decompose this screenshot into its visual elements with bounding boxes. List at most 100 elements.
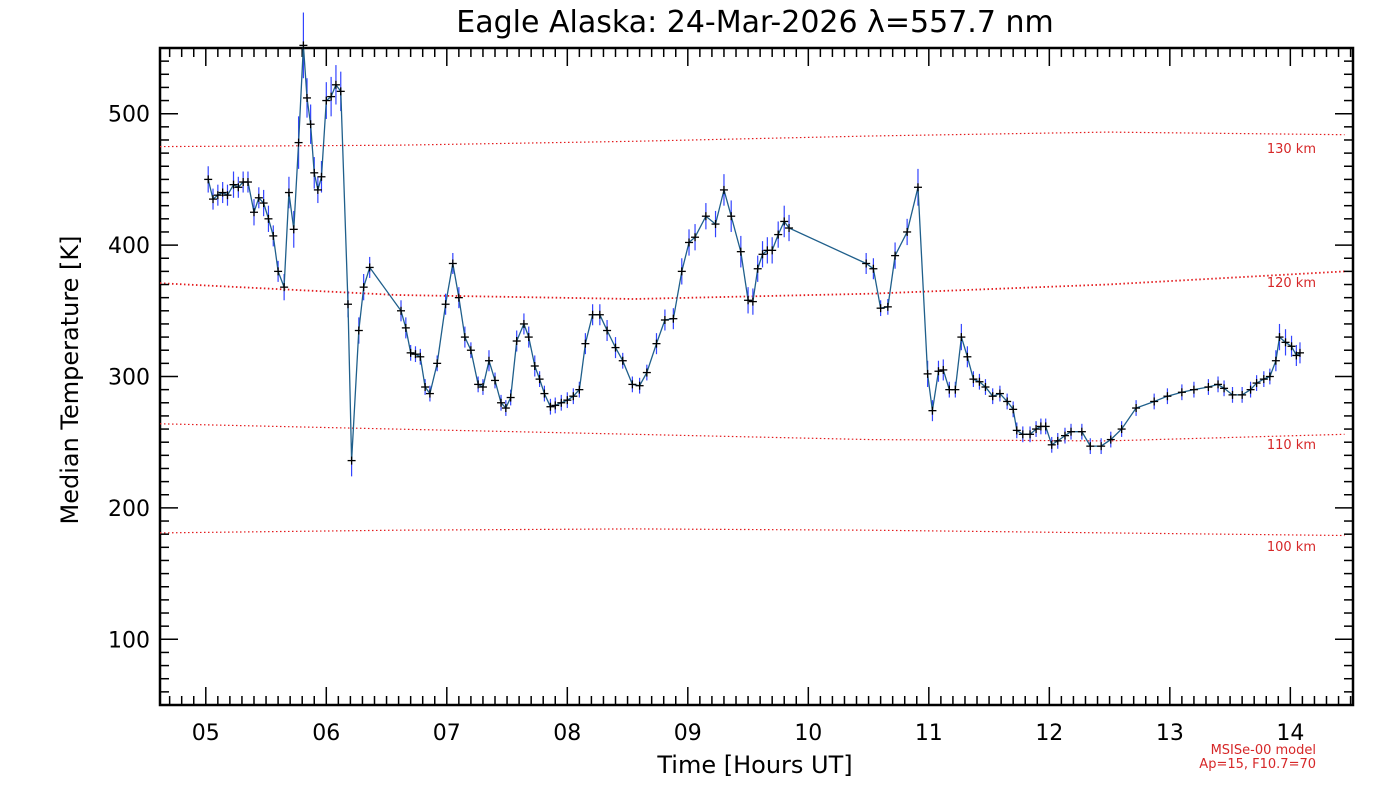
data-point [595, 310, 604, 319]
data-point [354, 326, 363, 335]
data-point [491, 376, 500, 385]
data-point [209, 195, 218, 204]
data-point [243, 178, 252, 187]
data-point [331, 80, 340, 89]
data-point [551, 401, 560, 410]
chart-title: Eagle Alaska: 24-Mar-2026 λ=557.7 nm [456, 5, 1053, 40]
y-axis-label: Median Temperature [K] [56, 235, 84, 524]
data-point [1220, 384, 1229, 393]
reference-line-110km [159, 423, 1345, 442]
data-point [317, 172, 326, 181]
data-point [411, 350, 420, 359]
data-point [691, 233, 700, 242]
reference-line-100km [159, 528, 1345, 537]
data-point [891, 251, 900, 260]
data-point [310, 168, 319, 177]
data-point [535, 375, 544, 384]
data-point [1077, 427, 1086, 436]
data-point [416, 352, 425, 361]
x-tick-label: 14 [1276, 721, 1304, 746]
data-point [1259, 375, 1268, 384]
data-point [540, 389, 549, 398]
data-point [988, 392, 997, 401]
data-point [635, 381, 644, 390]
data-point [758, 250, 767, 259]
data-point [433, 359, 442, 368]
y-tick-label: 400 [108, 234, 150, 259]
data-point [1287, 342, 1296, 351]
data-point [474, 380, 483, 389]
model-note-line2: Ap=15, F10.7=70 [1199, 757, 1316, 772]
data-point [963, 352, 972, 361]
data-point [1086, 442, 1095, 451]
data-point [774, 230, 783, 239]
data-point [1009, 405, 1018, 414]
data-point [441, 300, 450, 309]
data-point [934, 367, 943, 376]
data-point [519, 319, 528, 328]
data-point [768, 246, 777, 255]
data-point [618, 356, 627, 365]
data-point [969, 375, 978, 384]
data-point [719, 185, 728, 194]
data-point [506, 393, 515, 402]
data-point [1246, 385, 1255, 394]
y-tick-label: 500 [108, 103, 150, 128]
x-tick-label: 09 [674, 721, 702, 746]
data-point [727, 212, 736, 221]
data-point [322, 96, 331, 105]
axis-ticks [160, 47, 1353, 706]
data-point [588, 310, 597, 319]
data-point [669, 314, 678, 323]
data-point [1097, 442, 1106, 451]
data-point [313, 185, 322, 194]
x-tick-label: 12 [1035, 721, 1063, 746]
data-point [327, 92, 336, 101]
data-point [1117, 425, 1126, 434]
data-point [575, 385, 584, 394]
data-point [1003, 397, 1012, 406]
alt-label-100km: 100 km [1267, 540, 1316, 555]
data-point [294, 138, 303, 147]
data-point [524, 333, 533, 342]
data-point [753, 264, 762, 273]
data-point [1132, 404, 1141, 413]
x-tick-label: 10 [794, 721, 822, 746]
data-point [785, 224, 794, 233]
data-point [1047, 440, 1056, 449]
data-point [736, 247, 745, 256]
data-point [581, 339, 590, 348]
data-point [365, 263, 374, 272]
data-point [975, 377, 984, 386]
data-point [928, 406, 937, 415]
data-point [876, 304, 885, 313]
data-point [563, 396, 572, 405]
x-tick-label: 13 [1156, 721, 1184, 746]
data-point [981, 383, 990, 392]
x-tick-label: 11 [915, 721, 943, 746]
data-point [501, 404, 510, 413]
data-point [530, 361, 539, 370]
data-point [652, 339, 661, 348]
data-point [1204, 383, 1213, 392]
data-point [448, 259, 457, 268]
msis-reference-lines [159, 131, 1345, 537]
data-point [1252, 379, 1261, 388]
x-tick-label: 07 [433, 721, 461, 746]
data-point [343, 300, 352, 309]
data-point [677, 267, 686, 276]
data-point [223, 191, 232, 200]
data-point [264, 214, 273, 223]
data-point [1238, 390, 1247, 399]
data-point [401, 323, 410, 332]
data-point [269, 231, 278, 240]
alt-label-110km: 110 km [1267, 438, 1316, 453]
data-point [306, 120, 315, 129]
data-point [603, 326, 612, 335]
data-point [611, 343, 620, 352]
data-point [289, 225, 298, 234]
data-point [1189, 385, 1198, 394]
data-point [546, 402, 555, 411]
data-point [1106, 435, 1115, 444]
